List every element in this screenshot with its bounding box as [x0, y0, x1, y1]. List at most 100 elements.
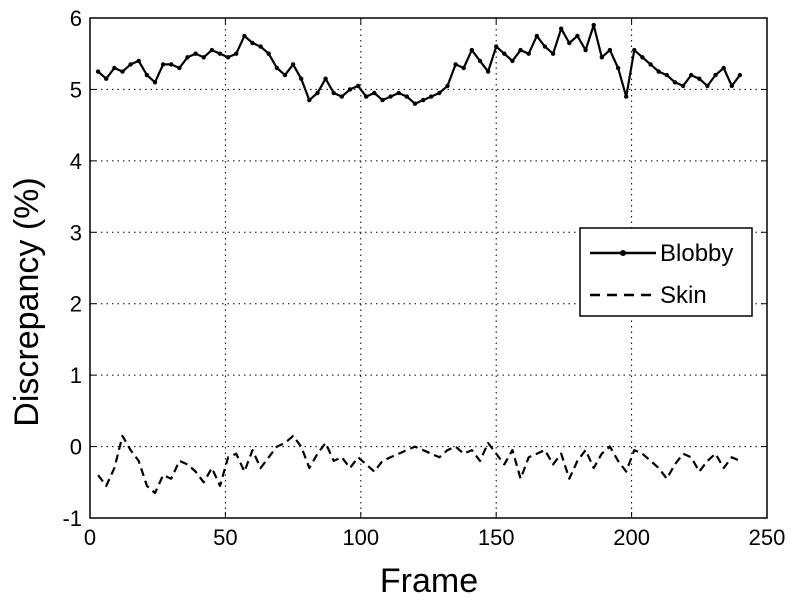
data-point-blobby — [380, 97, 385, 103]
x-axis-title: Frame — [380, 562, 478, 600]
data-point-blobby — [737, 72, 743, 78]
data-point-blobby — [120, 69, 125, 74]
data-point-blobby — [355, 83, 361, 89]
data-point-blobby — [469, 47, 474, 53]
x-tick-label: 250 — [749, 525, 786, 550]
data-point-blobby — [201, 55, 206, 60]
data-point-blobby — [152, 80, 158, 85]
data-point-blobby — [705, 83, 710, 89]
data-point-blobby — [680, 83, 686, 89]
data-point-blobby — [323, 76, 328, 81]
data-point-blobby — [217, 51, 223, 56]
y-tick-label: 6 — [70, 6, 82, 31]
x-tick-label: 0 — [84, 525, 96, 550]
data-point-blobby — [656, 69, 661, 74]
data-point-blobby — [234, 51, 239, 56]
data-point-blobby — [526, 51, 531, 56]
data-point-blobby — [591, 22, 596, 28]
data-point-blobby — [347, 87, 353, 92]
data-point-blobby — [559, 26, 564, 31]
legend: Blobby Skin — [579, 227, 753, 317]
data-point-blobby — [177, 65, 182, 71]
data-point-blobby — [713, 72, 718, 78]
data-point-blobby — [266, 51, 271, 56]
data-point-blobby — [372, 90, 377, 96]
legend-item-skin: Skin — [590, 282, 707, 309]
data-point-blobby — [648, 62, 653, 67]
series-layer — [95, 22, 743, 495]
data-point-blobby — [250, 40, 255, 46]
data-point-blobby — [128, 62, 133, 67]
data-point-blobby — [193, 51, 198, 56]
data-point-blobby — [412, 101, 418, 106]
data-point-blobby — [729, 83, 734, 89]
data-point-blobby — [331, 90, 336, 96]
data-point-blobby — [160, 62, 166, 67]
data-point-blobby — [697, 76, 702, 81]
y-tick-label: -1 — [62, 506, 82, 531]
data-point-blobby — [494, 44, 499, 49]
data-point-blobby — [550, 51, 556, 56]
data-point-blobby — [404, 94, 409, 99]
data-point-blobby — [112, 65, 117, 71]
data-point-blobby — [95, 69, 101, 74]
data-point-blobby — [721, 65, 726, 71]
data-point-blobby — [136, 58, 141, 64]
series-line-skin — [97, 434, 741, 495]
data-point-blobby — [518, 47, 523, 53]
data-point-blobby — [185, 55, 190, 60]
data-point-blobby — [299, 76, 304, 81]
data-point-blobby — [575, 33, 580, 39]
y-tick-label: 5 — [70, 77, 82, 102]
data-point-blobby — [624, 94, 629, 99]
x-tick-label: 200 — [613, 525, 650, 550]
data-point-blobby — [632, 47, 637, 53]
x-tick-label: 50 — [213, 525, 237, 550]
data-point-blobby — [364, 94, 369, 99]
data-point-blobby — [258, 44, 263, 49]
data-point-blobby — [672, 80, 678, 85]
legend-marker-blobby — [620, 250, 626, 256]
data-point-blobby — [274, 65, 280, 71]
data-point-blobby — [144, 72, 150, 78]
series-line-blobby — [97, 24, 741, 105]
legend-label-skin: Skin — [660, 282, 707, 309]
data-point-blobby — [420, 97, 426, 103]
data-point-blobby — [599, 55, 604, 60]
plot-frame — [89, 17, 768, 519]
legend-item-blobby: Blobby — [590, 240, 733, 267]
data-point-blobby — [615, 65, 621, 71]
data-point-blobby — [689, 72, 694, 78]
y-tick-label: 0 — [70, 435, 82, 460]
data-point-blobby — [453, 62, 458, 67]
data-point-blobby — [567, 40, 572, 46]
data-point-blobby — [104, 76, 109, 81]
data-point-blobby — [664, 72, 669, 78]
y-tick-label: 2 — [70, 292, 82, 317]
data-point-blobby — [445, 83, 450, 89]
x-tick-label: 100 — [342, 525, 379, 550]
legend-box — [579, 227, 753, 317]
data-point-blobby — [461, 65, 466, 71]
grid-layer — [90, 18, 767, 518]
x-tick-label: 150 — [478, 525, 515, 550]
data-point-blobby — [225, 55, 231, 60]
data-point-blobby — [396, 90, 401, 96]
y-tick-label: 3 — [70, 220, 82, 245]
data-point-blobby — [307, 97, 312, 103]
data-point-blobby — [315, 90, 320, 96]
tick-layer — [89, 17, 768, 519]
data-point-blobby — [437, 90, 442, 96]
y-tick-label: 1 — [70, 363, 82, 388]
data-point-blobby — [290, 62, 296, 67]
data-point-blobby — [209, 47, 215, 53]
data-point-blobby — [502, 51, 507, 56]
data-point-blobby — [534, 33, 539, 39]
data-point-blobby — [477, 58, 483, 64]
data-point-blobby — [429, 94, 434, 99]
data-point-blobby — [607, 47, 613, 53]
data-point-blobby — [388, 94, 393, 99]
